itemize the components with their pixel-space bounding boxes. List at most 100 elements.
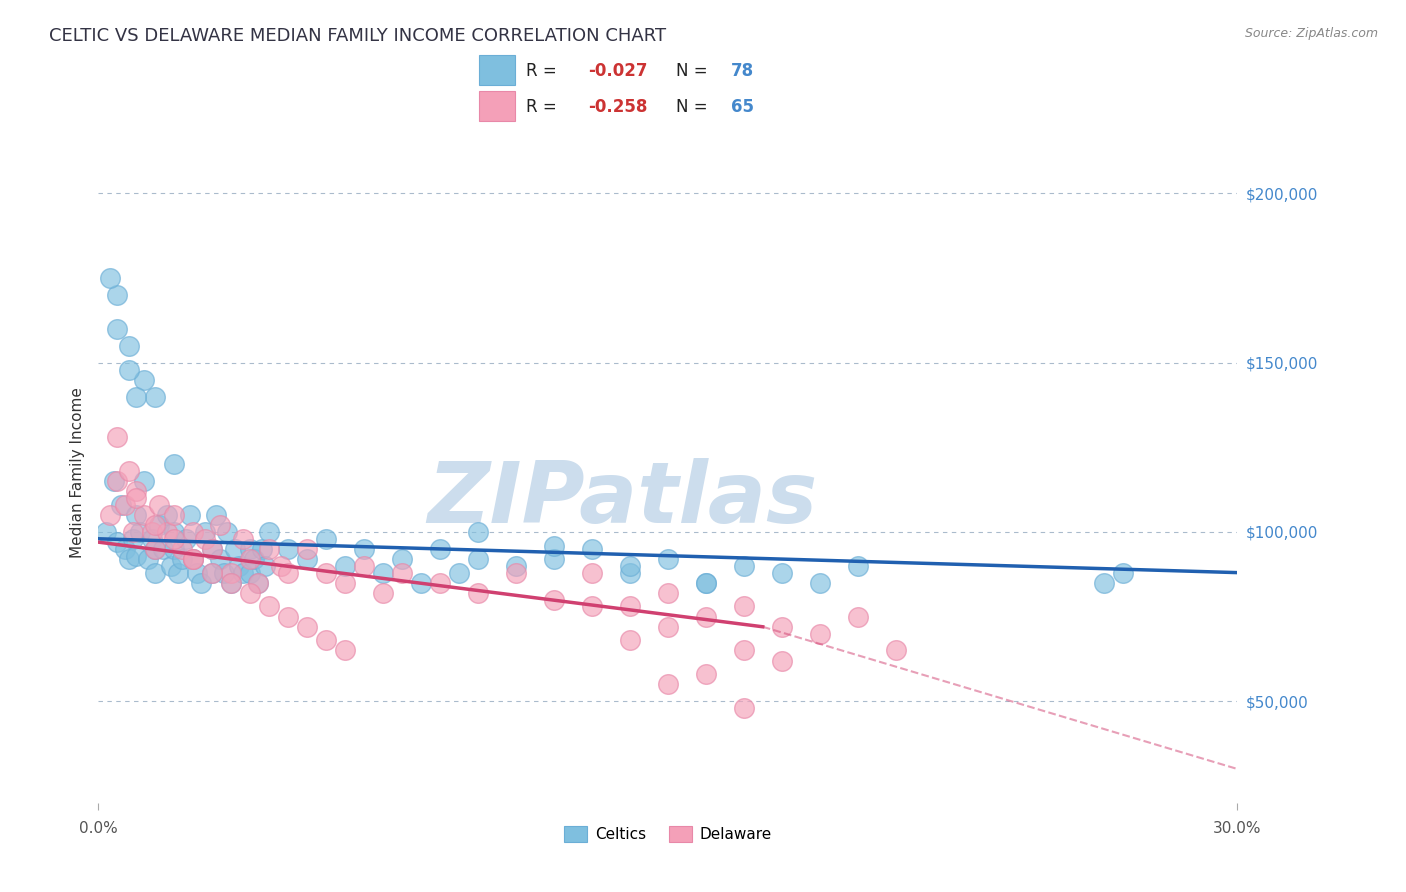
Point [657, 586, 679, 600]
Point [505, 566, 527, 580]
Point [98, 271, 121, 285]
Point [657, 552, 679, 566]
Point [884, 643, 907, 657]
Point [505, 558, 527, 573]
Point [371, 566, 394, 580]
Point [391, 566, 413, 580]
Point [224, 541, 246, 556]
Point [371, 586, 394, 600]
Point [145, 390, 167, 404]
Point [232, 566, 254, 580]
Point [695, 575, 717, 590]
Point [846, 558, 869, 573]
Point [335, 643, 357, 657]
Point [132, 508, 155, 522]
Point [136, 552, 159, 566]
Point [695, 575, 717, 590]
Point [259, 599, 281, 614]
Point [170, 541, 193, 556]
Point [543, 552, 565, 566]
Point [733, 599, 755, 614]
Point [125, 390, 148, 404]
Point [183, 552, 205, 566]
Point [148, 498, 170, 512]
Point [277, 541, 299, 556]
Point [297, 620, 319, 634]
Point [221, 575, 243, 590]
Point [156, 508, 179, 522]
Point [163, 532, 186, 546]
Point [114, 498, 136, 512]
Point [167, 566, 190, 580]
Point [239, 586, 262, 600]
Point [121, 532, 143, 546]
Point [250, 541, 273, 556]
Point [297, 541, 319, 556]
Text: R =: R = [526, 62, 557, 79]
Point [201, 566, 224, 580]
Point [543, 539, 565, 553]
Point [170, 552, 193, 566]
Point [194, 532, 217, 546]
Point [132, 474, 155, 488]
Point [543, 592, 565, 607]
Point [179, 508, 201, 522]
Point [467, 552, 489, 566]
Text: 78: 78 [731, 62, 754, 79]
Point [186, 566, 208, 580]
Point [125, 484, 148, 499]
Point [228, 558, 250, 573]
Point [208, 518, 231, 533]
Point [201, 566, 224, 580]
Point [353, 558, 375, 573]
Point [201, 541, 224, 556]
Point [619, 633, 641, 648]
Point [208, 552, 231, 566]
Text: -0.027: -0.027 [588, 62, 648, 79]
Point [212, 566, 235, 580]
Text: R =: R = [526, 98, 557, 116]
Point [297, 552, 319, 566]
Point [145, 518, 167, 533]
Point [132, 373, 155, 387]
Point [353, 541, 375, 556]
Bar [478, 91, 515, 121]
Bar [478, 54, 515, 86]
Point [733, 643, 755, 657]
Legend: Celtics, Delaware: Celtics, Delaware [558, 820, 778, 848]
Point [145, 541, 167, 556]
Point [163, 541, 186, 556]
Point [118, 339, 141, 353]
Point [141, 524, 163, 539]
Point [194, 524, 217, 539]
Point [239, 552, 262, 566]
Point [163, 458, 186, 472]
Point [335, 558, 357, 573]
Point [145, 541, 167, 556]
Point [221, 575, 243, 590]
Point [277, 609, 299, 624]
Point [121, 524, 143, 539]
Point [259, 541, 281, 556]
Point [156, 524, 179, 539]
Point [118, 464, 141, 478]
Point [94, 524, 117, 539]
Point [110, 498, 132, 512]
Text: CELTIC VS DELAWARE MEDIAN FAMILY INCOME CORRELATION CHART: CELTIC VS DELAWARE MEDIAN FAMILY INCOME … [49, 27, 666, 45]
Point [315, 633, 337, 648]
Point [114, 541, 136, 556]
Point [770, 566, 793, 580]
Point [243, 552, 266, 566]
Point [254, 558, 277, 573]
Point [581, 599, 603, 614]
Point [232, 532, 254, 546]
Point [429, 575, 451, 590]
Point [581, 566, 603, 580]
Point [695, 667, 717, 681]
Point [770, 620, 793, 634]
Point [246, 575, 269, 590]
Point [201, 541, 224, 556]
Point [239, 566, 262, 580]
Point [581, 541, 603, 556]
Point [246, 575, 269, 590]
